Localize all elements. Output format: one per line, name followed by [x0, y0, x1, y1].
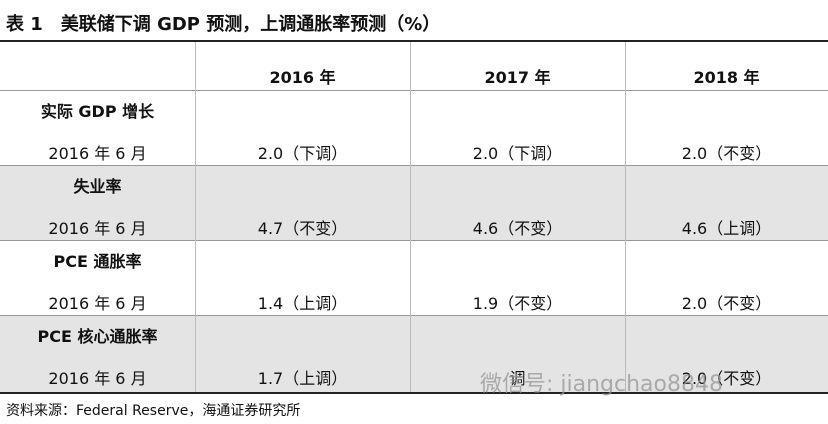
- top-rule: [0, 40, 828, 42]
- column-header: 2017 年: [484, 68, 551, 87]
- value-cell: 2.0（下调）: [472, 144, 563, 163]
- value-cell: 1.7（上调）: [257, 369, 348, 388]
- title: 表 1 美联储下调 GDP 预测，上调通胀率预测（%）: [6, 10, 458, 36]
- row-label: PCE 通胀率: [53, 252, 142, 271]
- value-cell: 1.9（不变）: [472, 294, 563, 313]
- column-header: 2018 年: [693, 68, 760, 87]
- table-number: 表 1: [6, 14, 43, 35]
- row-shade: [0, 315, 828, 393]
- value-cell: 2.0（不变）: [681, 294, 772, 313]
- row-label: PCE 核心通胀率: [37, 327, 158, 346]
- value-cell: 调: [509, 369, 526, 388]
- col-rule: [410, 42, 411, 392]
- value-cell: 2.0（下调）: [257, 144, 348, 163]
- col-rule: [625, 42, 626, 392]
- column-header: 2016 年: [269, 68, 336, 87]
- title-text: 美联储下调 GDP 预测，上调通胀率预测（%）: [60, 14, 441, 35]
- value-cell: 4.6（不变）: [472, 219, 563, 238]
- value-cell: 2.0（不变）: [681, 369, 772, 388]
- row-rule: [0, 315, 828, 316]
- row-date: 2016 年 6 月: [48, 369, 147, 388]
- row-shade: [0, 165, 828, 240]
- source: 资料来源：Federal Reserve，海通证券研究所: [6, 403, 301, 419]
- row-date: 2016 年 6 月: [48, 144, 147, 163]
- value-cell: 1.4（上调）: [257, 294, 348, 313]
- row-label: 失业率: [73, 177, 122, 196]
- watermark: 微信号: jiangchao8848: [480, 372, 723, 397]
- row-label: 实际 GDP 增长: [40, 102, 155, 121]
- row-date: 2016 年 6 月: [48, 294, 147, 313]
- value-cell: 2.0（不变）: [681, 144, 772, 163]
- row-date: 2016 年 6 月: [48, 219, 147, 238]
- row-rule: [0, 240, 828, 241]
- row-rule: [0, 165, 828, 166]
- value-cell: 4.6（上调）: [681, 219, 772, 238]
- bottom-rule: [0, 392, 828, 394]
- row-rule: [0, 90, 828, 91]
- value-cell: 4.7（不变）: [257, 219, 348, 238]
- col-rule: [195, 42, 196, 392]
